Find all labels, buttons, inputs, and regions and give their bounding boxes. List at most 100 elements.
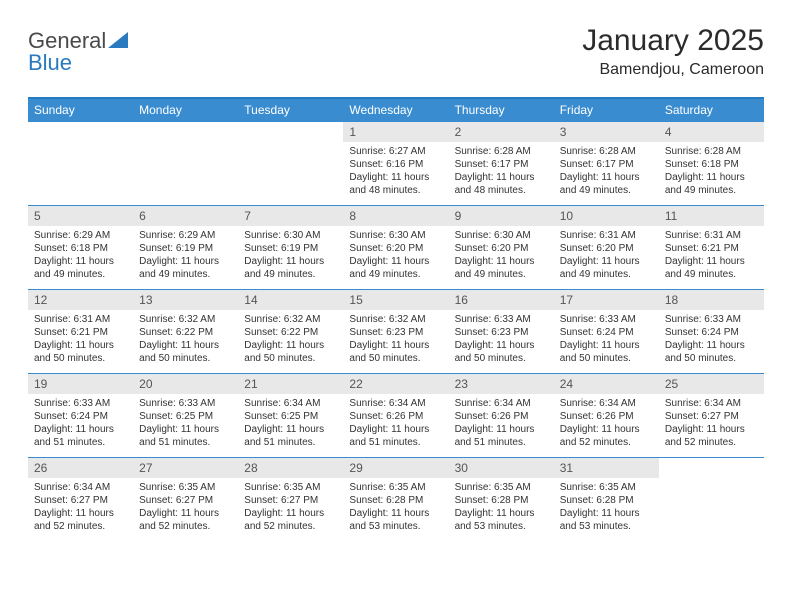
- day-of-week-cell: Tuesday: [238, 99, 343, 121]
- day-number: 11: [659, 206, 764, 226]
- location-label: Bamendjou, Cameroon: [582, 61, 764, 79]
- daylight-line: Daylight: 11 hours and 50 minutes.: [139, 339, 232, 365]
- sunrise-line: Sunrise: 6:31 AM: [560, 229, 653, 242]
- daylight-line: Daylight: 11 hours and 49 minutes.: [349, 255, 442, 281]
- day-cell: Sunrise: 6:34 AMSunset: 6:27 PMDaylight:…: [28, 478, 133, 541]
- day-cell: Sunrise: 6:31 AMSunset: 6:21 PMDaylight:…: [28, 310, 133, 373]
- daylight-line: Daylight: 11 hours and 51 minutes.: [139, 423, 232, 449]
- day-number: 17: [554, 290, 659, 310]
- day-cell: Sunrise: 6:33 AMSunset: 6:24 PMDaylight:…: [554, 310, 659, 373]
- sunrise-line: Sunrise: 6:29 AM: [34, 229, 127, 242]
- day-number: 5: [28, 206, 133, 226]
- day-cell: Sunrise: 6:28 AMSunset: 6:17 PMDaylight:…: [554, 142, 659, 205]
- day-cell: Sunrise: 6:34 AMSunset: 6:27 PMDaylight:…: [659, 394, 764, 457]
- daylight-line: Daylight: 11 hours and 51 minutes.: [244, 423, 337, 449]
- daylight-line: Daylight: 11 hours and 51 minutes.: [455, 423, 548, 449]
- sunset-line: Sunset: 6:16 PM: [349, 158, 442, 171]
- brand-sail-icon: [108, 30, 128, 52]
- day-number: 26: [28, 458, 133, 478]
- sunset-line: Sunset: 6:18 PM: [34, 242, 127, 255]
- day-number: 1: [343, 122, 448, 142]
- day-number: [238, 122, 343, 142]
- day-of-week-cell: Thursday: [449, 99, 554, 121]
- day-cell: Sunrise: 6:33 AMSunset: 6:25 PMDaylight:…: [133, 394, 238, 457]
- sunset-line: Sunset: 6:25 PM: [139, 410, 232, 423]
- sunset-line: Sunset: 6:24 PM: [665, 326, 758, 339]
- daylight-line: Daylight: 11 hours and 52 minutes.: [244, 507, 337, 533]
- day-cell: Sunrise: 6:35 AMSunset: 6:27 PMDaylight:…: [133, 478, 238, 541]
- sunset-line: Sunset: 6:28 PM: [455, 494, 548, 507]
- sunrise-line: Sunrise: 6:31 AM: [665, 229, 758, 242]
- page-header: General Blue January 2025 Bamendjou, Cam…: [28, 24, 764, 79]
- sunset-line: Sunset: 6:19 PM: [244, 242, 337, 255]
- day-of-week-header: SundayMondayTuesdayWednesdayThursdayFrid…: [28, 99, 764, 121]
- daylight-line: Daylight: 11 hours and 49 minutes.: [139, 255, 232, 281]
- sunrise-line: Sunrise: 6:28 AM: [455, 145, 548, 158]
- day-number: 24: [554, 374, 659, 394]
- day-cell: Sunrise: 6:33 AMSunset: 6:24 PMDaylight:…: [28, 394, 133, 457]
- day-number: 10: [554, 206, 659, 226]
- sunrise-line: Sunrise: 6:31 AM: [34, 313, 127, 326]
- day-cell: [28, 142, 133, 205]
- day-cell: Sunrise: 6:35 AMSunset: 6:28 PMDaylight:…: [343, 478, 448, 541]
- sunset-line: Sunset: 6:25 PM: [244, 410, 337, 423]
- day-number: 20: [133, 374, 238, 394]
- day-cell: Sunrise: 6:31 AMSunset: 6:20 PMDaylight:…: [554, 226, 659, 289]
- day-number: 4: [659, 122, 764, 142]
- daylight-line: Daylight: 11 hours and 52 minutes.: [560, 423, 653, 449]
- day-number: 3: [554, 122, 659, 142]
- day-number: 16: [449, 290, 554, 310]
- day-number: 19: [28, 374, 133, 394]
- day-cell: Sunrise: 6:28 AMSunset: 6:18 PMDaylight:…: [659, 142, 764, 205]
- sunrise-line: Sunrise: 6:35 AM: [455, 481, 548, 494]
- sunset-line: Sunset: 6:28 PM: [560, 494, 653, 507]
- day-cell: Sunrise: 6:34 AMSunset: 6:25 PMDaylight:…: [238, 394, 343, 457]
- daylight-line: Daylight: 11 hours and 52 minutes.: [139, 507, 232, 533]
- daylight-line: Daylight: 11 hours and 50 minutes.: [455, 339, 548, 365]
- day-cell: Sunrise: 6:31 AMSunset: 6:21 PMDaylight:…: [659, 226, 764, 289]
- daylight-line: Daylight: 11 hours and 49 minutes.: [244, 255, 337, 281]
- day-cell: Sunrise: 6:28 AMSunset: 6:17 PMDaylight:…: [449, 142, 554, 205]
- day-number: 22: [343, 374, 448, 394]
- sunrise-line: Sunrise: 6:33 AM: [139, 397, 232, 410]
- day-number: 18: [659, 290, 764, 310]
- sunrise-line: Sunrise: 6:29 AM: [139, 229, 232, 242]
- day-of-week-cell: Friday: [554, 99, 659, 121]
- daylight-line: Daylight: 11 hours and 49 minutes.: [665, 255, 758, 281]
- sunset-line: Sunset: 6:24 PM: [34, 410, 127, 423]
- sunset-line: Sunset: 6:22 PM: [244, 326, 337, 339]
- sunrise-line: Sunrise: 6:30 AM: [349, 229, 442, 242]
- daylight-line: Daylight: 11 hours and 51 minutes.: [34, 423, 127, 449]
- sunrise-line: Sunrise: 6:33 AM: [34, 397, 127, 410]
- day-cell: Sunrise: 6:34 AMSunset: 6:26 PMDaylight:…: [449, 394, 554, 457]
- sunrise-line: Sunrise: 6:30 AM: [244, 229, 337, 242]
- daylight-line: Daylight: 11 hours and 51 minutes.: [349, 423, 442, 449]
- day-cell: Sunrise: 6:29 AMSunset: 6:18 PMDaylight:…: [28, 226, 133, 289]
- day-cell: Sunrise: 6:33 AMSunset: 6:24 PMDaylight:…: [659, 310, 764, 373]
- sunset-line: Sunset: 6:17 PM: [560, 158, 653, 171]
- day-cell: Sunrise: 6:27 AMSunset: 6:16 PMDaylight:…: [343, 142, 448, 205]
- calendar-grid: SundayMondayTuesdayWednesdayThursdayFrid…: [28, 97, 764, 541]
- calendar-week: 262728293031Sunrise: 6:34 AMSunset: 6:27…: [28, 457, 764, 541]
- sunrise-line: Sunrise: 6:33 AM: [560, 313, 653, 326]
- calendar-week: 1234Sunrise: 6:27 AMSunset: 6:16 PMDayli…: [28, 121, 764, 205]
- day-number: 14: [238, 290, 343, 310]
- day-number: [659, 458, 764, 478]
- calendar-weeks: 12 34 Sunrise: 6:27 AMSunset: 6:16 PMDayli…: [28, 121, 764, 541]
- sunrise-line: Sunrise: 6:32 AM: [139, 313, 232, 326]
- sunset-line: Sunset: 6:26 PM: [349, 410, 442, 423]
- day-number: 12: [28, 290, 133, 310]
- daylight-line: Daylight: 11 hours and 50 minutes.: [349, 339, 442, 365]
- day-of-week-cell: Wednesday: [343, 99, 448, 121]
- day-cell: Sunrise: 6:30 AMSunset: 6:19 PMDaylight:…: [238, 226, 343, 289]
- sunset-line: Sunset: 6:22 PM: [139, 326, 232, 339]
- calendar-week: 567891011Sunrise: 6:29 AMSunset: 6:18 PM…: [28, 205, 764, 289]
- day-cell: Sunrise: 6:29 AMSunset: 6:19 PMDaylight:…: [133, 226, 238, 289]
- day-of-week-cell: Saturday: [659, 99, 764, 121]
- sunset-line: Sunset: 6:21 PM: [34, 326, 127, 339]
- daylight-line: Daylight: 11 hours and 52 minutes.: [665, 423, 758, 449]
- sunset-line: Sunset: 6:27 PM: [139, 494, 232, 507]
- daylight-line: Daylight: 11 hours and 49 minutes.: [665, 171, 758, 197]
- calendar-week: 19202122232425Sunrise: 6:33 AMSunset: 6:…: [28, 373, 764, 457]
- sunrise-line: Sunrise: 6:34 AM: [34, 481, 127, 494]
